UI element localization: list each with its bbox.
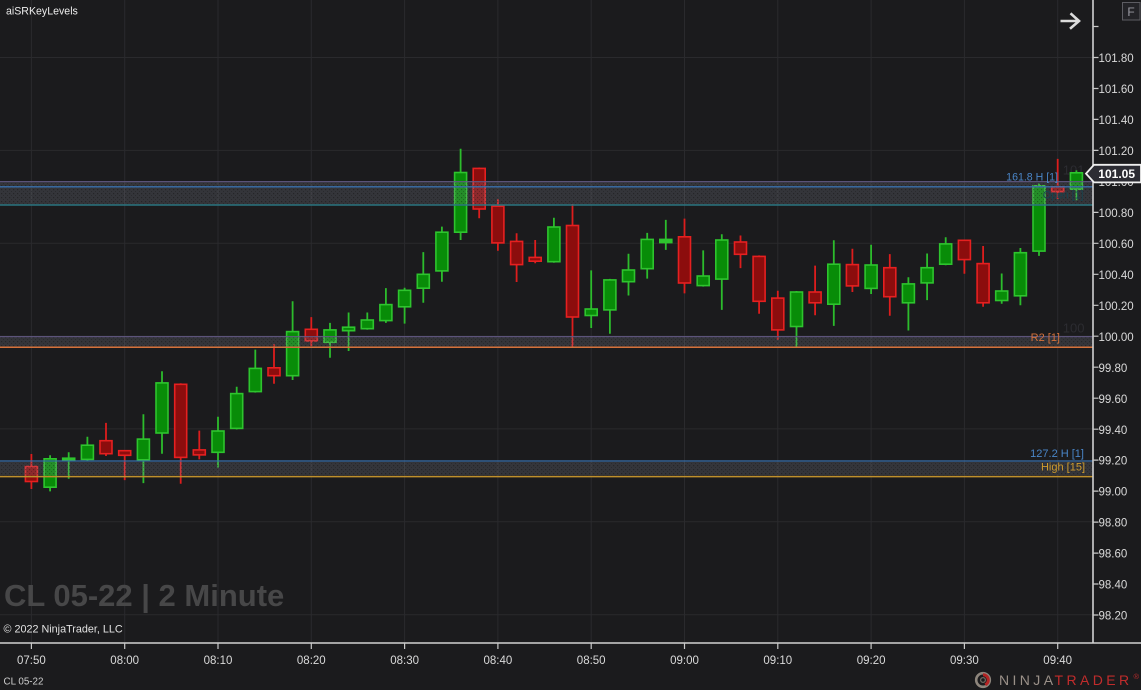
- svg-text:100.80: 100.80: [1099, 208, 1134, 220]
- svg-text:09:30: 09:30: [950, 655, 979, 667]
- svg-text:98.80: 98.80: [1099, 518, 1128, 530]
- svg-text:127.2 H [1]: 127.2 H [1]: [1030, 448, 1084, 460]
- svg-text:98.20: 98.20: [1099, 611, 1128, 623]
- svg-text:100.00: 100.00: [1099, 332, 1134, 344]
- svg-text:161.8 H [1]: 161.8 H [1]: [1006, 171, 1058, 183]
- svg-text:Open [1]: Open [1]: [1043, 189, 1084, 201]
- svg-text:®: ®: [1134, 672, 1140, 681]
- svg-text:08:30: 08:30: [390, 655, 419, 667]
- svg-text:99.60: 99.60: [1099, 394, 1128, 406]
- svg-text:100.40: 100.40: [1099, 270, 1134, 282]
- svg-text:R2 [1]: R2 [1]: [1031, 332, 1060, 344]
- svg-text:99.40: 99.40: [1099, 425, 1128, 437]
- svg-text:aiSRKeyLevels: aiSRKeyLevels: [6, 6, 78, 18]
- svg-text:09:40: 09:40: [1043, 655, 1072, 667]
- svg-text:TRADER: TRADER: [1055, 672, 1133, 688]
- svg-text:100.60: 100.60: [1099, 239, 1134, 251]
- svg-text:100.20: 100.20: [1099, 301, 1134, 313]
- svg-text:High [15]: High [15]: [1041, 461, 1085, 473]
- svg-text:CL 05-22: CL 05-22: [4, 676, 44, 687]
- svg-text:09:10: 09:10: [763, 655, 792, 667]
- svg-text:F: F: [1127, 5, 1134, 19]
- svg-text:99.80: 99.80: [1099, 363, 1128, 375]
- svg-text:08:40: 08:40: [484, 655, 513, 667]
- svg-text:08:50: 08:50: [577, 655, 606, 667]
- svg-text:101.40: 101.40: [1099, 115, 1134, 127]
- svg-text:99.20: 99.20: [1099, 456, 1128, 468]
- svg-text:CL 05-22 | 2 Minute: CL 05-22 | 2 Minute: [4, 578, 284, 613]
- svg-text:101.20: 101.20: [1099, 146, 1134, 158]
- svg-text:08:00: 08:00: [110, 655, 139, 667]
- svg-text:08:10: 08:10: [204, 655, 233, 667]
- svg-text:08:20: 08:20: [297, 655, 326, 667]
- svg-text:101.60: 101.60: [1099, 84, 1134, 96]
- svg-text:07:50: 07:50: [17, 655, 46, 667]
- svg-text:100: 100: [1063, 321, 1085, 336]
- svg-text:101.80: 101.80: [1099, 53, 1134, 65]
- svg-text:09:20: 09:20: [857, 655, 886, 667]
- svg-text:98.40: 98.40: [1099, 580, 1128, 592]
- svg-text:101.05: 101.05: [1098, 167, 1135, 181]
- svg-text:© 2022 NinjaTrader, LLC: © 2022 NinjaTrader, LLC: [4, 624, 123, 636]
- svg-text:99.00: 99.00: [1099, 487, 1128, 499]
- svg-text:09:00: 09:00: [670, 655, 699, 667]
- svg-text:NINJA: NINJA: [999, 672, 1056, 688]
- svg-text:98.60: 98.60: [1099, 549, 1128, 561]
